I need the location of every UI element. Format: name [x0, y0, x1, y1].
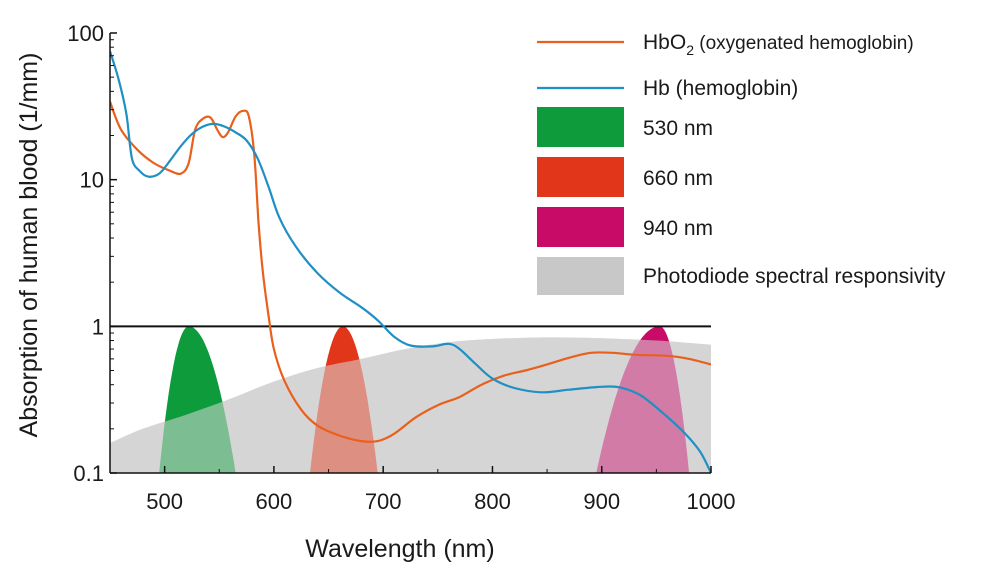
legend-hbo2-sub: 2: [686, 42, 694, 58]
legend-hbo2-main: HbO: [643, 31, 686, 54]
x-tick-label: 900: [583, 489, 620, 514]
legend-swatch-band: [537, 207, 624, 247]
legend-label-band: 660 nm: [643, 167, 713, 190]
x-tick-label: 800: [474, 489, 511, 514]
x-tick-label: 700: [365, 489, 402, 514]
legend-label-hbo2: HbO2 (oxygenated hemoglobin): [643, 31, 914, 58]
legend-swatch-photodiode: [537, 257, 624, 295]
legend-label-band: 940 nm: [643, 217, 713, 240]
series-line-hb: [110, 50, 711, 473]
y-axis-title: Absorption of human blood (1/mm): [15, 53, 43, 438]
axes: 500 600 700 800 900 1000 0.1 1 10 100 Wavelength (…: [15, 21, 735, 563]
legend-swatch-band: [537, 157, 624, 197]
legend-hbo2-rest: (oxygenated hemoglobin): [694, 33, 914, 54]
x-tick-label: 500: [146, 489, 183, 514]
legend-label-photodiode: Photodiode spectral responsivity: [643, 265, 946, 288]
x-tick-label: 600: [256, 489, 293, 514]
x-tick-label: 1000: [687, 489, 736, 514]
y-tick-label: 1: [92, 314, 104, 339]
plot-area: [110, 50, 711, 473]
legend: HbO2 (oxygenated hemoglobin) Hb (hemoglob…: [537, 31, 946, 295]
legend-label-band: 530 nm: [643, 117, 713, 140]
x-axis-title: Wavelength (nm): [305, 535, 494, 563]
legend-label-hb: Hb (hemoglobin): [643, 77, 798, 100]
y-tick-label: 0.1: [73, 461, 104, 486]
series-group: [110, 50, 711, 473]
legend-swatch-band: [537, 107, 624, 147]
y-tick-label: 100: [67, 21, 104, 46]
y-tick-label: 10: [80, 168, 104, 193]
photodiode-overlay: [110, 337, 711, 473]
